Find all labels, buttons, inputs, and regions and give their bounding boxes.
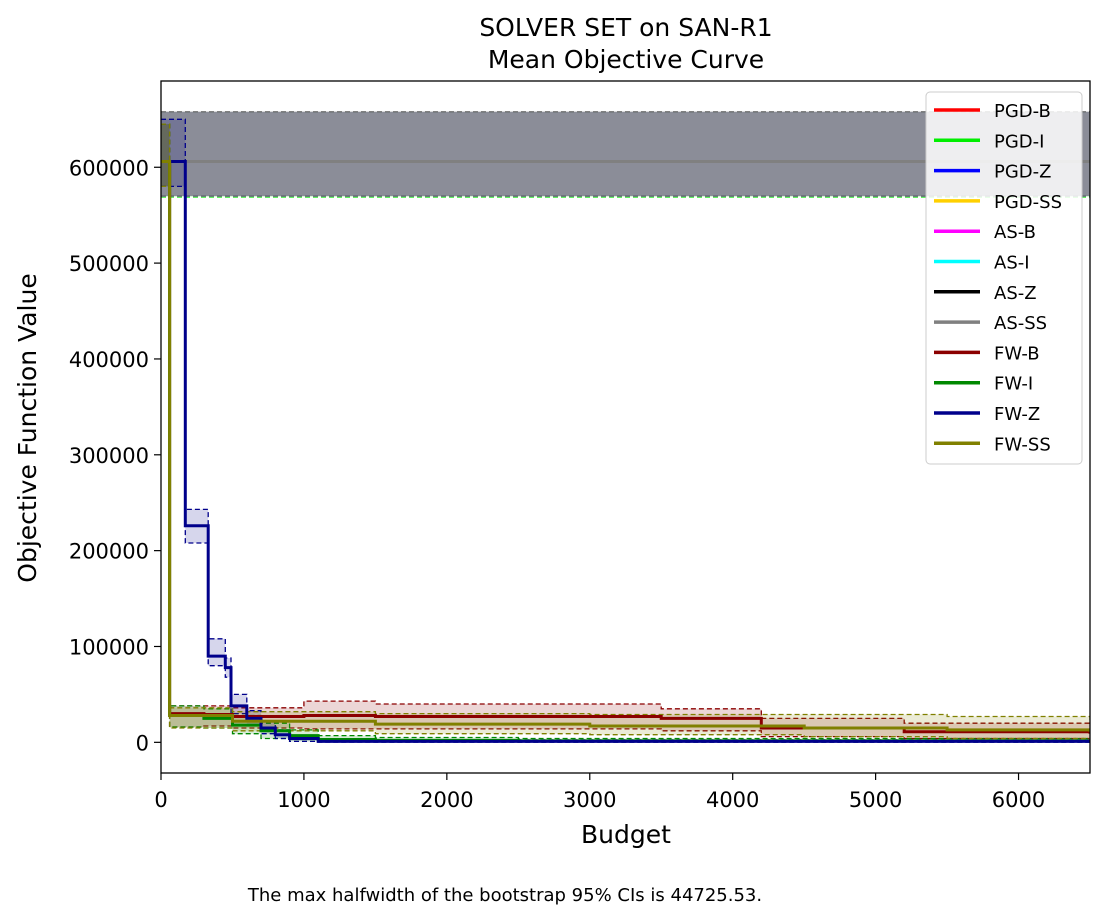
x-axis-label: Budget	[581, 820, 671, 849]
y-axis-ticks: 0 100000 200000 300000 400000 500000 600000	[69, 156, 161, 755]
legend-items: PGD-B PGD-I PGD-Z PGD-SS AS-B AS-I AS-Z AS-SS FW…	[934, 101, 1062, 455]
y-tick-label: 600000	[69, 156, 149, 180]
y-tick-label: 400000	[69, 348, 149, 372]
y-tick-label: 0	[136, 731, 149, 755]
legend: PGD-B PGD-I PGD-Z PGD-SS AS-B AS-I AS-Z AS-SS FW…	[925, 91, 1083, 465]
confidence-bands	[161, 111, 1090, 743]
y-tick-label: 300000	[69, 444, 149, 468]
x-tick-label: 0	[154, 788, 167, 812]
band-pgd-z	[161, 111, 1090, 196]
chart-subtitle: Mean Objective Curve	[488, 45, 764, 74]
legend-label-pgd-z: PGD-Z	[994, 162, 1052, 183]
band-pgd-i	[161, 111, 1090, 197]
chart-title: SOLVER SET on SAN-R1	[479, 13, 772, 42]
legend-label-as-i: AS-I	[994, 253, 1030, 274]
x-tick-label: 3000	[563, 788, 616, 812]
line-fw-ss	[161, 160, 1090, 732]
legend-label-fw-z: FW-Z	[994, 404, 1040, 425]
line-fw-z	[161, 160, 1090, 743]
y-tick-label: 200000	[69, 540, 149, 564]
footnote: The max halfwidth of the bootstrap 95% C…	[247, 885, 762, 906]
legend-label-as-b: AS-B	[994, 222, 1036, 243]
legend-label-as-ss: AS-SS	[994, 313, 1047, 334]
legend-label-fw-ss: FW-SS	[994, 434, 1051, 455]
band-as-b	[161, 111, 1090, 196]
plot-frame	[160, 80, 1091, 774]
x-tick-label: 2000	[420, 788, 473, 812]
x-axis-ticks: 0 1000 2000 3000 4000 5000 6000	[154, 773, 1045, 812]
y-axis-label: Objective Function Value	[13, 273, 42, 582]
legend-label-fw-i: FW-I	[994, 374, 1033, 395]
ci-upper-fw-i	[161, 123, 1090, 740]
legend-label-pgd-ss: PGD-SS	[994, 192, 1062, 213]
band-as-i	[161, 111, 1090, 196]
ci-upper-fw-ss	[161, 123, 1090, 724]
band-pgd-b	[161, 111, 1090, 196]
legend-box	[925, 91, 1083, 465]
x-tick-label: 6000	[992, 788, 1045, 812]
y-tick-label: 100000	[69, 635, 149, 659]
legend-label-as-z: AS-Z	[994, 283, 1037, 304]
band-as-z	[161, 111, 1090, 196]
x-tick-label: 4000	[706, 788, 759, 812]
band-pgd-ss	[161, 111, 1090, 196]
y-tick-label: 500000	[69, 252, 149, 276]
legend-label-pgd-b: PGD-B	[994, 101, 1051, 122]
legend-label-fw-b: FW-B	[994, 343, 1040, 364]
x-tick-label: 1000	[277, 788, 330, 812]
legend-label-pgd-i: PGD-I	[994, 131, 1044, 152]
band-as-ss	[161, 111, 1090, 196]
ci-lower-fw-ss	[161, 185, 1090, 740]
x-tick-label: 5000	[849, 788, 902, 812]
